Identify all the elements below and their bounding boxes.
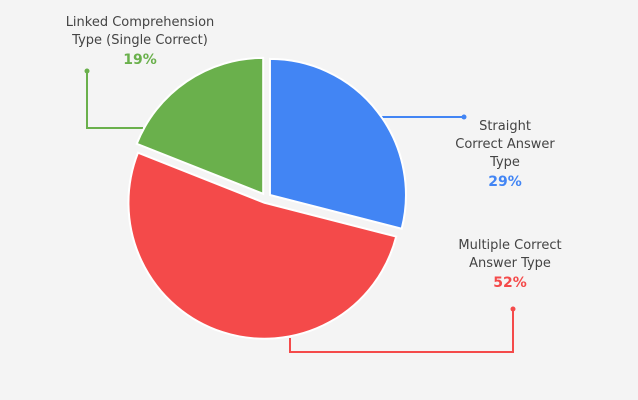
callout-linked-comprehension: Linked Comprehension Type (Single Correc… <box>40 14 240 69</box>
leader-lines <box>84 68 516 353</box>
label-line: Answer Type <box>469 256 551 271</box>
percent-label-straight: 29% <box>488 174 522 190</box>
percent-label-multiple: 52% <box>493 275 527 291</box>
slice-linked-comprehension <box>135 56 265 196</box>
slice-multiple-correct <box>127 151 398 340</box>
leader-dot-linked <box>84 68 90 74</box>
label-line: Type (Single Correct) <box>72 33 208 48</box>
label-line: Straight <box>479 119 531 134</box>
callout-multiple-correct: Multiple Correct Answer Type 52% <box>430 237 590 292</box>
label-line: Type <box>490 155 520 170</box>
leader-dot-multiple <box>510 306 516 312</box>
slice-straight-correct <box>268 57 407 230</box>
label-line: Correct Answer <box>455 137 555 152</box>
pie-slices <box>127 56 407 340</box>
leader-line-multiple <box>289 309 514 353</box>
leader-dot-straight <box>461 114 467 120</box>
percent-label-linked: 19% <box>123 52 157 68</box>
leader-line-linked <box>86 71 143 129</box>
label-line: Linked Comprehension <box>65 15 215 30</box>
callout-straight-correct: Straight Correct Answer Type 29% <box>430 118 580 191</box>
label-line: Multiple Correct <box>458 238 562 253</box>
